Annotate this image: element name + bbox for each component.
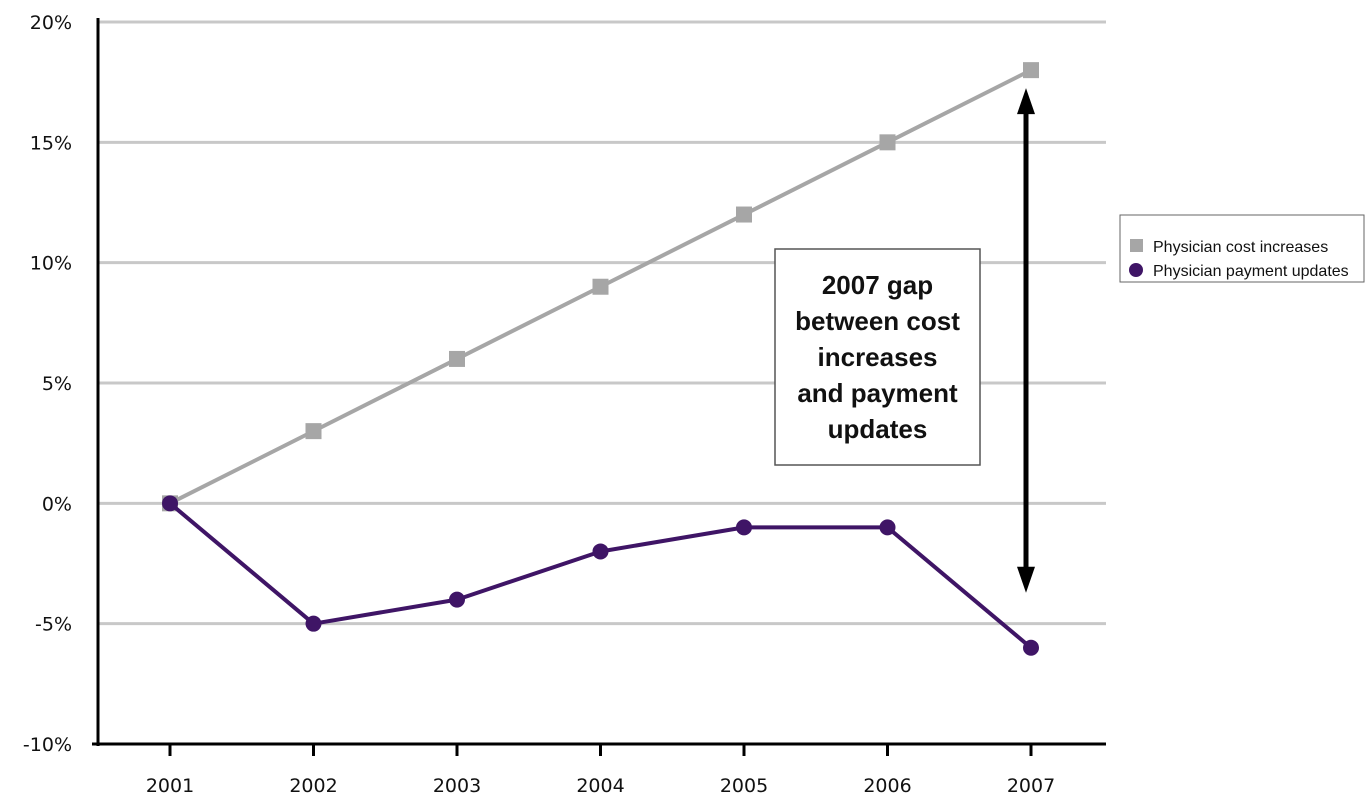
y-tick-label: 0%	[42, 493, 72, 515]
data-point	[305, 423, 322, 440]
x-tick-label: 2006	[863, 775, 911, 797]
data-point	[879, 134, 896, 151]
series-2	[162, 495, 1039, 656]
series-line	[168, 501, 1033, 650]
legend-box	[1119, 214, 1365, 283]
y-tick-label: 15%	[30, 132, 72, 154]
x-tick-label: 2005	[720, 775, 768, 797]
x-tick-label: 2002	[289, 775, 337, 797]
y-tick-labels: 20% 15% 10% 5% 0% -5% -10%	[23, 12, 72, 756]
data-point	[305, 615, 322, 632]
legend-label: Physician cost increases	[1153, 239, 1328, 256]
data-point	[736, 206, 752, 223]
data-point	[449, 350, 465, 367]
annotation-box	[774, 248, 981, 466]
legend-label: Physician payment updates	[1153, 263, 1349, 280]
axes	[92, 18, 1106, 756]
data-point	[449, 591, 465, 608]
gap-annotation: 2007 gap between cost increases and payment…	[774, 88, 1035, 593]
annotation-line: 2007 gap	[822, 270, 933, 300]
data-point	[879, 519, 896, 536]
y-tick-label: 5%	[42, 373, 72, 395]
x-tick-label: 2007	[1007, 775, 1055, 797]
legend: Physician cost increases Physician paymen…	[1119, 214, 1365, 283]
data-point	[736, 519, 752, 536]
x-tick-label: 2004	[576, 775, 624, 797]
y-tick-label: 20%	[30, 12, 72, 34]
x-tick-label: 2003	[433, 775, 481, 797]
annotation-line: between cost	[795, 306, 960, 336]
gridlines	[98, 20, 1106, 626]
data-point	[1023, 62, 1039, 79]
legend-marker	[1130, 239, 1143, 252]
data-point	[592, 543, 609, 560]
y-tick-label: -5%	[35, 614, 72, 636]
y-tick-label: 10%	[30, 253, 72, 275]
gap-arrow-head-down	[1017, 566, 1035, 593]
data-point	[1023, 639, 1039, 656]
x-tick-labels: 2001 2002 2003 2004 2005 2006 2007	[146, 775, 1055, 797]
x-tick-label: 2001	[146, 775, 194, 797]
data-point	[592, 278, 609, 295]
data-point	[162, 495, 178, 512]
legend-marker	[1129, 263, 1143, 277]
gap-arrow-head-up	[1017, 88, 1035, 115]
annotation-line: and payment	[797, 378, 958, 408]
annotation-line: increases	[818, 342, 938, 372]
y-tick-label: -10%	[23, 734, 72, 756]
series-group	[162, 62, 1039, 656]
annotation-line: updates	[828, 414, 928, 444]
